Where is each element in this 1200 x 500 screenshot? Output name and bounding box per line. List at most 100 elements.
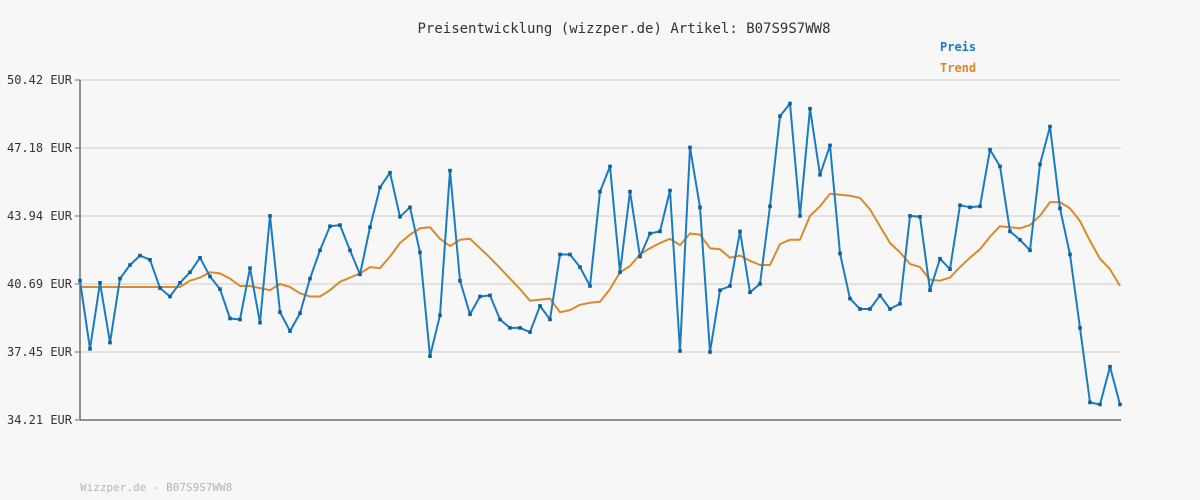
data-point	[748, 290, 752, 295]
data-point	[818, 173, 822, 177]
data-point	[278, 310, 282, 314]
data-point	[388, 170, 392, 175]
data-point	[488, 293, 492, 298]
data-point	[578, 265, 582, 269]
y-tick-label: 40.69 EUR	[7, 277, 73, 291]
data-point	[88, 347, 92, 351]
data-point	[138, 253, 142, 258]
data-point	[638, 254, 642, 259]
data-point	[778, 114, 782, 118]
data-point	[1018, 238, 1022, 242]
data-point	[178, 281, 182, 285]
data-point	[218, 287, 222, 291]
data-point	[1068, 252, 1072, 257]
data-point	[298, 311, 302, 315]
data-point	[238, 317, 242, 322]
data-point	[668, 188, 672, 193]
data-point	[118, 276, 122, 281]
data-point	[478, 294, 482, 299]
data-point	[258, 320, 262, 325]
data-point	[708, 350, 712, 354]
data-point	[78, 278, 82, 283]
data-point	[468, 312, 472, 317]
data-point	[908, 214, 912, 218]
y-tick-label: 37.45 EUR	[7, 345, 73, 359]
data-point	[1058, 206, 1062, 211]
data-point	[158, 286, 162, 290]
data-point	[208, 274, 212, 279]
data-point	[228, 316, 232, 321]
data-point	[648, 231, 652, 236]
data-point	[768, 204, 772, 209]
legend-trend: Trend	[940, 61, 976, 75]
data-point	[548, 317, 552, 322]
data-point	[678, 349, 682, 353]
data-point	[508, 326, 512, 330]
y-tick-labels: 34.21 EUR 37.45 EUR 40.69 EUR 43.94 EUR 47.1…	[7, 73, 80, 427]
data-point	[598, 189, 602, 194]
data-point	[558, 252, 562, 257]
data-point	[888, 307, 892, 311]
data-point	[808, 106, 812, 111]
footer-credit: Wizzper.de - B07S9S7WW8	[80, 481, 232, 494]
data-point	[798, 214, 802, 218]
data-point	[878, 293, 882, 298]
data-point	[348, 248, 352, 253]
y-tick-label: 50.42 EUR	[7, 73, 73, 87]
data-point	[358, 272, 362, 277]
data-point	[428, 354, 432, 358]
data-point	[528, 330, 532, 334]
data-point	[408, 205, 412, 210]
data-point	[368, 225, 372, 229]
data-point	[618, 270, 622, 275]
data-point	[328, 224, 332, 228]
data-point	[628, 189, 632, 194]
data-point	[728, 284, 732, 288]
series-layer	[78, 101, 1122, 407]
data-point	[168, 294, 172, 299]
data-point	[758, 282, 762, 286]
data-point	[398, 215, 402, 219]
data-point	[898, 302, 902, 306]
data-point	[378, 185, 382, 190]
data-point	[958, 203, 962, 207]
data-point	[268, 214, 272, 218]
data-point	[288, 329, 292, 333]
data-point	[738, 229, 742, 234]
data-point	[948, 267, 952, 271]
data-point	[438, 313, 442, 318]
data-point	[448, 168, 452, 173]
data-point	[108, 340, 112, 345]
data-point	[918, 215, 922, 219]
data-point	[968, 205, 972, 210]
data-point	[418, 250, 422, 255]
data-point	[988, 147, 992, 152]
data-point	[318, 248, 322, 253]
data-point	[938, 256, 942, 261]
data-point	[498, 317, 502, 322]
data-point	[458, 278, 462, 283]
y-tick-label: 34.21 EUR	[7, 413, 73, 427]
data-point	[1088, 400, 1092, 405]
data-point	[608, 164, 612, 169]
data-point	[698, 205, 702, 210]
data-point	[128, 263, 132, 267]
grid-lines	[80, 79, 1121, 353]
legend-preis: Preis	[940, 40, 976, 54]
data-point	[1028, 248, 1032, 253]
data-point	[308, 276, 312, 281]
data-point	[248, 266, 252, 270]
data-point	[1078, 326, 1082, 330]
data-point	[718, 288, 722, 292]
y-tick-label: 47.18 EUR	[7, 141, 73, 155]
data-point	[828, 143, 832, 148]
data-point	[538, 304, 542, 308]
data-point	[1098, 402, 1102, 407]
data-point	[788, 101, 792, 106]
data-point	[998, 164, 1002, 169]
data-point	[848, 296, 852, 301]
data-point	[568, 252, 572, 257]
data-point	[688, 145, 692, 150]
data-point	[148, 258, 152, 262]
